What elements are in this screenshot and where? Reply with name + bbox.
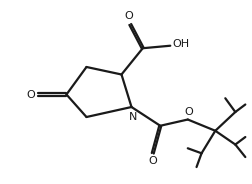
Text: O: O (148, 156, 156, 166)
Text: OH: OH (172, 39, 189, 49)
Text: O: O (26, 89, 35, 100)
Text: O: O (183, 107, 192, 116)
Text: O: O (124, 11, 133, 22)
Text: N: N (129, 112, 137, 121)
